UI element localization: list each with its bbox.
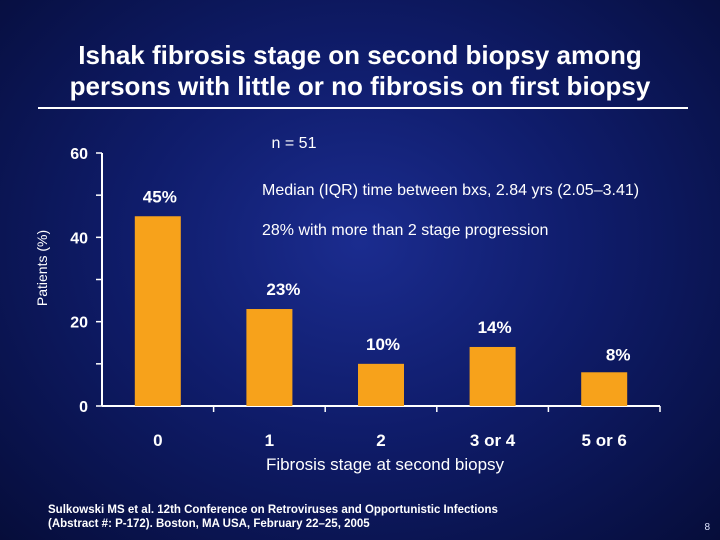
- bar-value-label: 14%: [478, 318, 512, 337]
- x-tick-label: 3 or 4: [470, 431, 516, 450]
- bar: [134, 216, 181, 406]
- bar: [469, 346, 516, 406]
- x-tick-group: 0 1 2 3 or 4 5 or 6: [153, 406, 661, 450]
- y-tick-group: 0 20 40 60: [70, 146, 102, 416]
- citation-line-1: Sulkowski MS et al. 12th Conference on R…: [48, 504, 498, 516]
- median-time-annotation: Median (IQR) time between bxs, 2.84 yrs …: [262, 182, 639, 199]
- x-tick-label: 5 or 6: [582, 431, 627, 450]
- y-tick-label: 0: [79, 399, 88, 416]
- bar-group: 45% 23% 10% 14% 8%: [134, 187, 631, 406]
- progression-annotation: 28% with more than 2 stage progression: [262, 222, 548, 239]
- bar: [246, 309, 293, 406]
- x-tick-label: 0: [153, 431, 162, 450]
- bar: [358, 363, 404, 406]
- citation: Sulkowski MS et al. 12th Conference on R…: [48, 503, 648, 531]
- sample-size-annotation: n = 51: [272, 135, 317, 152]
- title-line-1: Ishak fibrosis stage on second biopsy am…: [78, 40, 642, 70]
- x-tick-label: 1: [265, 431, 274, 450]
- title-underline: [38, 107, 688, 109]
- citation-line-2: (Abstract #: P-172). Boston, MA USA, Feb…: [48, 518, 370, 530]
- page-number: 8: [704, 522, 710, 533]
- slide-title: Ishak fibrosis stage on second biopsy am…: [0, 40, 720, 102]
- title-line-2: persons with little or no fibrosis on fi…: [69, 71, 651, 101]
- y-tick-label: 60: [70, 146, 88, 163]
- bar: [581, 372, 628, 406]
- bar-value-label: 45%: [143, 187, 177, 206]
- x-axis-label: Fibrosis stage at second biopsy: [266, 455, 505, 474]
- bar-value-label: 8%: [606, 345, 631, 364]
- x-tick-label: 2: [376, 431, 385, 450]
- bar-value-label: 23%: [266, 280, 300, 299]
- y-tick-label: 20: [70, 315, 88, 332]
- bar-value-label: 10%: [366, 335, 400, 354]
- y-tick-label: 40: [70, 230, 88, 247]
- y-axis-label: Patients (%): [34, 230, 50, 306]
